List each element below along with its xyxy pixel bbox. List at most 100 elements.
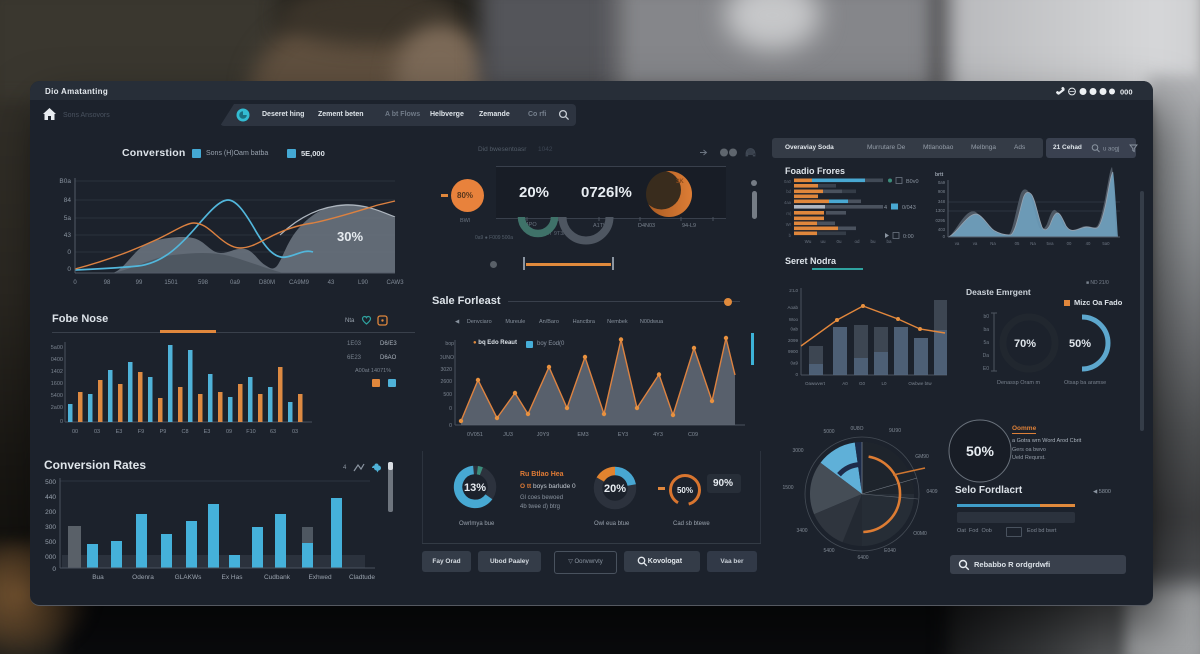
svg-text:Oawwvert: Oawwvert [805,381,826,386]
svg-text:1402: 1402 [51,369,63,375]
svg-text:09: 09 [226,429,232,435]
svg-text:63: 63 [270,429,276,435]
svg-text:2600: 2600 [440,379,452,385]
svg-text:0a0: 0a0 [784,179,792,184]
svg-text:84: 84 [64,197,72,204]
svg-text:3400: 3400 [796,528,807,534]
svg-text:13%: 13% [464,482,486,494]
svg-text:E3: E3 [204,429,211,435]
svg-text:EM3: EM3 [577,432,588,438]
svg-text:908: 908 [938,189,946,194]
svg-text:D80M: D80M [259,280,275,286]
svg-text:200: 200 [45,509,56,516]
svg-text:0: 0 [449,423,452,429]
svg-text:0/043: 0/043 [902,205,916,211]
svg-text:0: 0 [943,234,946,239]
svg-text:m|: m| [786,211,791,216]
svg-text:ba: ba [983,327,989,333]
svg-text:P9: P9 [160,429,167,435]
svg-text:5400: 5400 [51,393,63,399]
svg-text:Woo: Woo [789,317,799,322]
svg-text:1501: 1501 [164,280,178,286]
svg-text:uu: uu [820,239,826,244]
svg-text:3020: 3020 [440,367,452,373]
svg-text:JU3: JU3 [503,432,513,438]
svg-text:0: 0 [67,249,71,256]
svg-text:4aa: 4aa [784,200,792,205]
svg-text:000: 000 [1120,88,1133,97]
svg-text:3K: 3K [676,179,684,185]
svg-text:5a0: 5a0 [1102,241,1110,246]
svg-text:5va: 5va [1047,241,1055,246]
svg-text:b: b [789,233,792,238]
svg-text:500: 500 [45,479,56,486]
svg-text:CAW3: CAW3 [386,280,404,286]
svg-text:bu: bu [870,239,876,244]
svg-text:9U90: 9U90 [889,428,901,434]
svg-text:3000: 3000 [792,448,803,454]
svg-text:9900: 9900 [788,349,799,354]
svg-text:J0Y9: J0Y9 [537,432,550,438]
svg-text:Aoab: Aoab [787,305,798,310]
svg-text:403: 403 [938,227,946,232]
svg-text:C8: C8 [181,429,188,435]
svg-text:0V051: 0V051 [467,432,483,438]
svg-text:598: 598 [198,280,209,286]
svg-text:Exhwed: Exhwed [308,574,332,581]
svg-text:G0: G0 [859,381,866,386]
svg-text:GM90: GM90 [915,454,929,460]
svg-text:EY3: EY3 [618,432,628,438]
svg-text:03: 03 [94,429,100,435]
svg-text:C09: C09 [688,432,698,438]
svg-text:Na: Na [990,241,996,246]
svg-text:1600: 1600 [51,381,63,387]
svg-text:Ex Has: Ex Has [222,574,244,581]
svg-text:0295: 0295 [935,218,945,223]
svg-text:4: 4 [884,205,887,211]
svg-text:GLAKWs: GLAKWs [175,574,202,581]
svg-text:bop: bop [445,341,454,347]
svg-text:O0M0: O0M0 [913,531,927,537]
svg-text:L90: L90 [358,280,369,286]
svg-text:E040: E040 [884,548,896,554]
svg-text:F10: F10 [246,429,255,435]
svg-text:E0: E0 [983,366,989,372]
svg-text:0a9: 0a9 [790,361,798,366]
svg-text:ba: ba [886,239,892,244]
svg-text:000: 000 [45,554,56,561]
svg-text:Na: Na [1030,241,1036,246]
svg-text:B0a: B0a [59,178,71,185]
svg-text:70%: 70% [1014,338,1036,350]
svg-text:0: 0 [795,372,798,377]
svg-text:Bua: Bua [92,574,104,581]
svg-text:0a9: 0a9 [230,280,241,286]
svg-text:05: 05 [1015,241,1020,246]
svg-text:L0: L0 [881,381,887,386]
svg-text:0u: 0u [836,239,842,244]
svg-text:50%: 50% [677,486,693,495]
svg-text:440: 440 [45,494,56,501]
svg-text:1500: 1500 [782,485,793,491]
svg-text:03: 03 [292,429,298,435]
svg-text:Cudbank: Cudbank [264,574,291,581]
svg-text:0ab: 0ab [790,327,798,332]
svg-text:bd: bd [786,189,791,194]
svg-text:5000: 5000 [823,429,834,435]
svg-text:brtt: brtt [935,172,944,178]
svg-text:30%: 30% [337,229,363,244]
svg-text:2:L0: 2:L0 [789,288,798,293]
svg-text:Otsap ba aramse: Otsap ba aramse [1064,380,1106,386]
svg-text:5a: 5a [64,215,72,222]
svg-text:0:00: 0:00 [903,234,914,240]
svg-text:50%: 50% [1069,338,1091,350]
svg-text:0409: 0409 [926,489,937,495]
svg-text:Odenra: Odenra [132,574,154,581]
svg-text:B0v0: B0v0 [906,179,919,185]
svg-text:od: od [854,239,860,244]
svg-text:CA9M9: CA9M9 [289,280,310,286]
svg-text:DUNO: DUNO [440,355,454,361]
svg-text:0: 0 [60,419,63,425]
svg-text:50%: 50% [966,443,995,459]
svg-text:A0: A0 [842,381,848,386]
svg-text:0400: 0400 [51,357,63,363]
